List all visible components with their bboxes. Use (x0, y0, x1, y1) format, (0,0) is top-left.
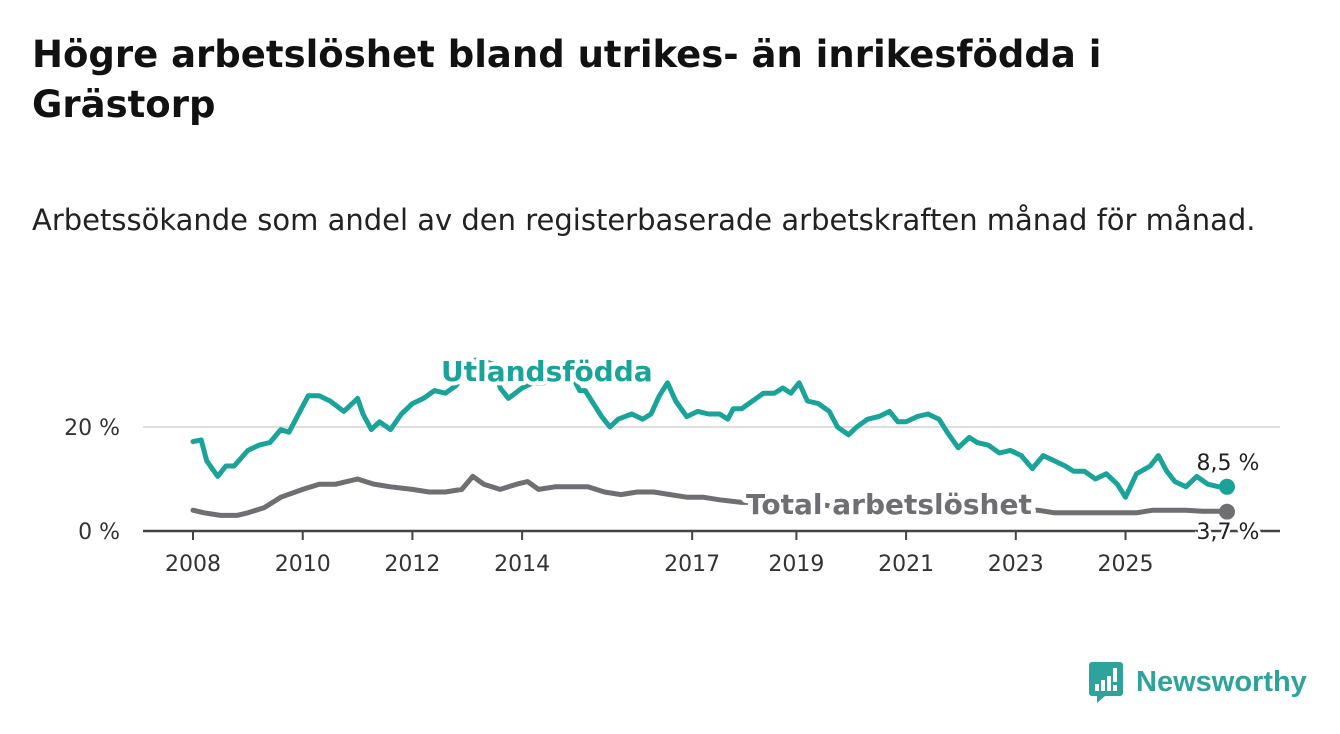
x-tick-label: 2019 (768, 552, 824, 577)
series-end-value-label: 8,5 % (1197, 451, 1260, 476)
series-line (190, 356, 1230, 500)
series-line (190, 473, 1230, 518)
y-tick-label: 0 % (78, 520, 120, 545)
series-endpoint (1219, 478, 1235, 495)
chart-subtitle: Arbetssökande som andel av den registerb… (32, 203, 1256, 237)
x-tick-label: 2025 (1098, 552, 1154, 577)
chart-title: Högre arbetslöshet bland utrikes- än inr… (32, 33, 1102, 126)
x-tick-label: 2014 (494, 552, 550, 577)
x-tick-label: 2023 (988, 552, 1044, 577)
series-endpoint (1219, 503, 1235, 520)
series-end-value-label: 3,7 % (1197, 520, 1260, 545)
x-tick-label: 2021 (878, 552, 934, 577)
x-tick-label: 2008 (165, 552, 221, 577)
bar-chart-speech-bubble-icon (1089, 662, 1123, 703)
x-tick-label: 2010 (275, 552, 331, 577)
x-tick-label: 2012 (384, 552, 440, 577)
x-tick-label: 2017 (664, 552, 720, 577)
newsworthy-logo: Newsworthy (1088, 660, 1307, 704)
series-label-utlandsfodda: Utlandsfödda (441, 355, 653, 388)
series-label-total: Total arbetslöshet (746, 488, 1032, 521)
y-tick-label: 20 % (64, 416, 120, 441)
brand-name: Newsworthy (1136, 665, 1307, 698)
